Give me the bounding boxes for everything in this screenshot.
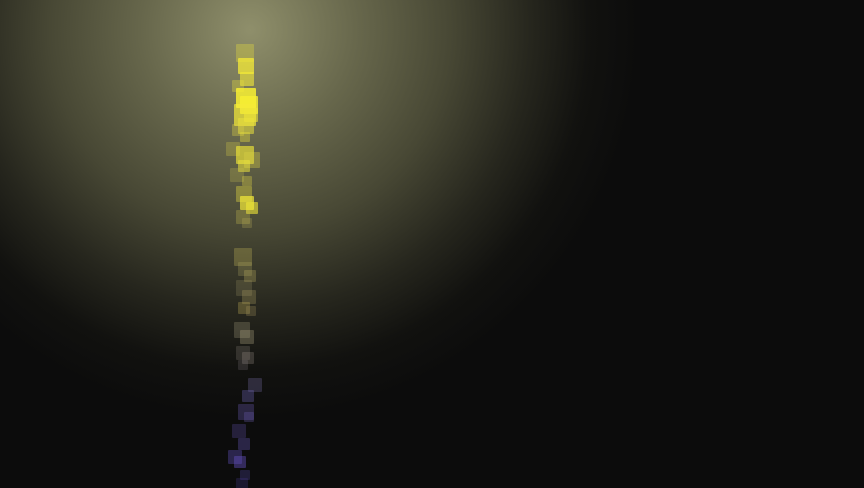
- particle: [238, 58, 254, 74]
- particle: [240, 72, 254, 86]
- particle: [248, 378, 262, 392]
- particle: [238, 160, 250, 172]
- particle: [242, 176, 252, 186]
- particle: [238, 262, 252, 276]
- particle: [240, 330, 254, 344]
- particle: [236, 478, 248, 488]
- particle: [228, 450, 242, 464]
- particle: [232, 424, 246, 438]
- particle: [242, 390, 254, 402]
- particle: [236, 146, 254, 164]
- particle: [242, 218, 252, 228]
- particle: [236, 210, 250, 224]
- particle: [236, 346, 250, 360]
- particle: [232, 124, 244, 136]
- particle: [238, 302, 250, 314]
- particle: [244, 270, 256, 282]
- particle: [242, 352, 254, 364]
- particle: [234, 322, 250, 338]
- particle: [238, 438, 250, 450]
- particle: [238, 118, 254, 134]
- particle: [242, 290, 256, 304]
- particle: [246, 306, 256, 316]
- particle: [238, 404, 254, 420]
- particle: [244, 412, 254, 422]
- particle: [234, 456, 246, 468]
- particle: [246, 202, 258, 214]
- particle: [236, 44, 254, 62]
- particle: [240, 132, 250, 142]
- particle: [234, 248, 252, 266]
- particle: [238, 360, 248, 370]
- particle: [230, 168, 244, 182]
- particle: [236, 280, 252, 296]
- particle: [240, 470, 250, 480]
